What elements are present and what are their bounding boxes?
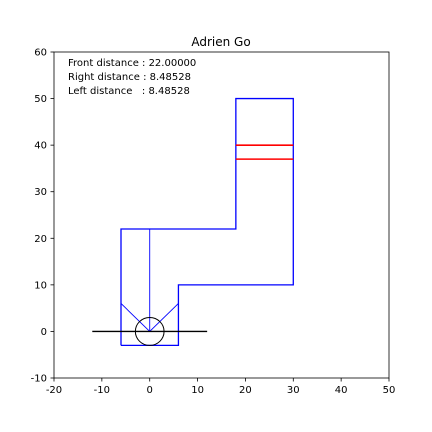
x-tick-label: 20 [239,385,252,396]
y-tick-label: 0 [41,327,47,338]
y-tick-label: -10 [31,374,47,385]
chart-title: Adrien Go [191,35,250,49]
x-tick-label: 10 [191,385,204,396]
front-distance-text: Front distance : 22.00000 [68,58,196,69]
right-distance-text: Right distance : 8.48528 [68,72,191,83]
x-tick-label: 50 [383,385,396,396]
y-tick-label: 30 [34,187,47,198]
plot-frame [53,51,390,379]
car-layer [92,316,208,346]
x-tick-label: 0 [147,385,153,396]
left-sensor-ray [120,303,151,332]
sensor-rays-layer [120,228,179,332]
x-tick-label: 30 [287,385,300,396]
x-tick-label: -20 [46,385,62,396]
y-tick-label: 40 [34,141,47,152]
y-tick-label: 60 [34,48,47,59]
left-distance-text: Left distance : 8.48528 [68,86,190,97]
track-outline [120,97,294,347]
x-tick-label: -10 [94,385,110,396]
y-tick-label: 10 [34,280,47,291]
y-tick-label: 20 [34,234,47,245]
track-layer [120,97,294,347]
y-tick-label: 50 [34,94,47,105]
x-tick-label: 40 [335,385,348,396]
info-panel: Front distance : 22.00000 Right distance… [68,58,196,97]
right-sensor-ray [149,303,179,332]
